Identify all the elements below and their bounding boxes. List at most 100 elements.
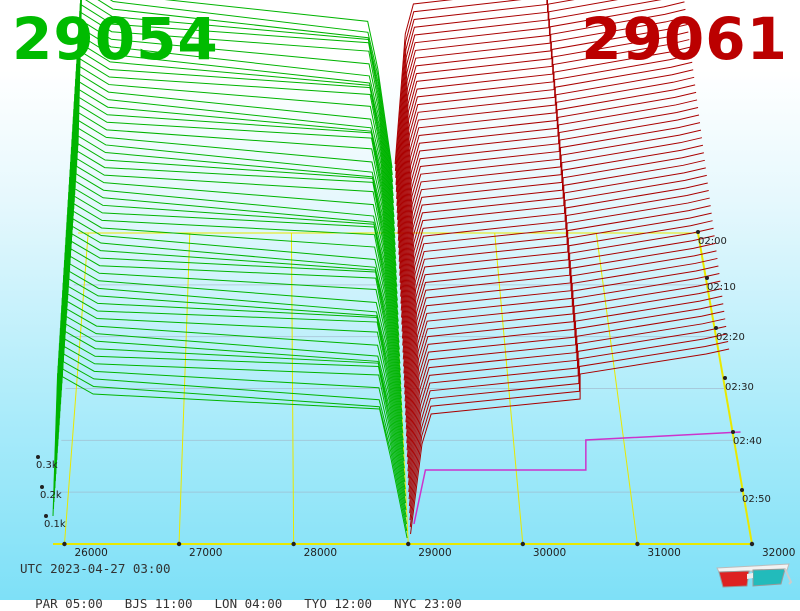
ask-depth-line-13 [406,250,717,444]
x-tick-mark-4 [520,541,526,547]
ask-depth-line-31 [401,114,700,318]
bid-depth-line-40 [71,71,397,259]
bid-price: 29054 [12,5,219,73]
ask-depth-line-0 [410,348,730,535]
x-tick-label-6: 32000 [762,547,795,559]
ask-depth-line-52 [394,0,522,172]
ask-depth-line-7 [407,295,723,486]
ask-depth-line-40 [398,46,691,255]
timezone-clocks: PAR 05:00 BJS 11:00 LON 04:00 TYO 12:00 NYC … [20,581,484,611]
ask-depth-line-45 [396,8,686,220]
ask-depth-line-4 [408,318,726,507]
ask-depth-line-29 [401,129,702,332]
ask-depth-line-51 [395,0,548,179]
ask-depth-line-37 [399,69,694,276]
bid-depth-line-34 [68,116,398,301]
ask-depth-line-8 [407,288,722,479]
ask-depth-line-28 [401,137,703,339]
time-tick-label-3: 02:30 [725,382,754,393]
zone-tyo: TYO 12:00 [304,596,372,611]
utc-time: UTC 2023-04-27 03:00 [20,561,171,576]
ask-depth-line-17 [405,220,713,416]
bid-depth-line-33 [68,124,399,308]
ask-depth-line-41 [398,39,690,248]
depth-curves [52,0,741,539]
ask-depth-line-34 [400,91,697,297]
time-tick-label-0: 02:00 [698,236,727,247]
time-tick-mark-5 [740,488,744,492]
bid-depth-line-0 [52,373,408,539]
3d-glasses-icon[interactable] [713,562,793,590]
price-gridline-4 [494,232,524,545]
bid-depth-line-28 [65,161,400,343]
time-tick-mark-1 [705,276,709,280]
bid-depth-line-10 [57,297,405,469]
price-gridline-1 [178,232,191,545]
ask-depth-line-19 [404,205,711,402]
ask-depth-line-25 [402,159,705,360]
zone-nyc: NYC 23:00 [394,596,462,611]
bid-depth-line-5 [54,335,407,504]
ask-depth-line-14 [405,242,716,437]
ask-depth-line-47 [396,0,662,206]
ask-depth-line-23 [403,174,707,374]
ask-depth-line-35 [399,84,696,290]
y-tick-mark-2 [36,455,40,459]
zone-bjs: BJS 11:00 [124,596,193,611]
ask-depth-line-50 [395,0,548,185]
time-tick-mark-2 [714,326,718,330]
x-tick-label-5: 31000 [647,547,680,559]
ask-depth-line-44 [397,16,687,227]
bid-depth-line-16 [60,252,404,427]
bid-depth-line-31 [67,139,399,322]
ask-depth-line-16 [405,227,714,423]
ask-depth-line-18 [404,212,712,409]
ask-depth-line-33 [400,99,698,304]
bid-depth-line-1 [52,365,408,532]
time-tick-mark-3 [723,376,727,380]
ask-depth-line-6 [408,303,724,493]
ask-depth-line-32 [400,107,699,311]
bid-depth-line-22 [62,207,402,385]
x-tick-label-2: 28000 [304,547,337,559]
bid-depth-line-2 [53,358,408,525]
ask-depth-line-38 [398,61,693,269]
ask-depth-line-42 [397,31,689,241]
ask-depth-line-24 [403,167,706,367]
y-tick-label-0: 0.1k [44,519,66,530]
chart-labels: 26000 27000 28000 29000 30000 31000 32000 0.1k 0… [36,230,795,559]
time-tick-label-1: 02:10 [707,282,736,293]
ask-depth-line-15 [405,235,715,430]
ask-depth-line-3 [409,325,727,514]
x-tick-label-3: 29000 [418,547,451,559]
x-tick-mark-5 [635,541,640,547]
ask-depth-line-20 [404,197,710,395]
time-tick-label-2: 02:20 [716,332,745,343]
time-tick-mark-0 [696,230,700,234]
zone-par: PAR 05:00 [35,596,103,611]
x-tick-label-1: 27000 [189,547,222,559]
y-tick-mark-1 [40,485,44,489]
ask-depth-line-22 [403,182,708,381]
x-tick-label-4: 30000 [533,547,566,559]
ask-depth-line-21 [403,190,709,388]
ask-depth-line-27 [402,144,704,346]
ask-front-edge [413,431,741,525]
ask-depth-line-1 [409,340,729,528]
ask-depth-line-30 [401,122,701,325]
ask-depth-line-48 [396,0,619,199]
bid-depth-line-4 [54,342,407,511]
x-tick-mark-3 [406,541,411,547]
ask-depth-line-43 [397,23,688,234]
ask-depth-line-12 [406,257,718,451]
x-tick-mark-0 [62,541,67,547]
x-tick-mark-2 [291,541,296,547]
time-tick-label-4: 02:40 [733,436,762,447]
ask-depth-line-39 [398,54,692,262]
x-tick-mark-6 [749,541,755,547]
ask-depth-line-11 [406,265,719,458]
ask-depth-line-10 [407,273,720,465]
x-tick-label-0: 26000 [74,547,107,559]
price-gridline-5 [595,232,638,545]
